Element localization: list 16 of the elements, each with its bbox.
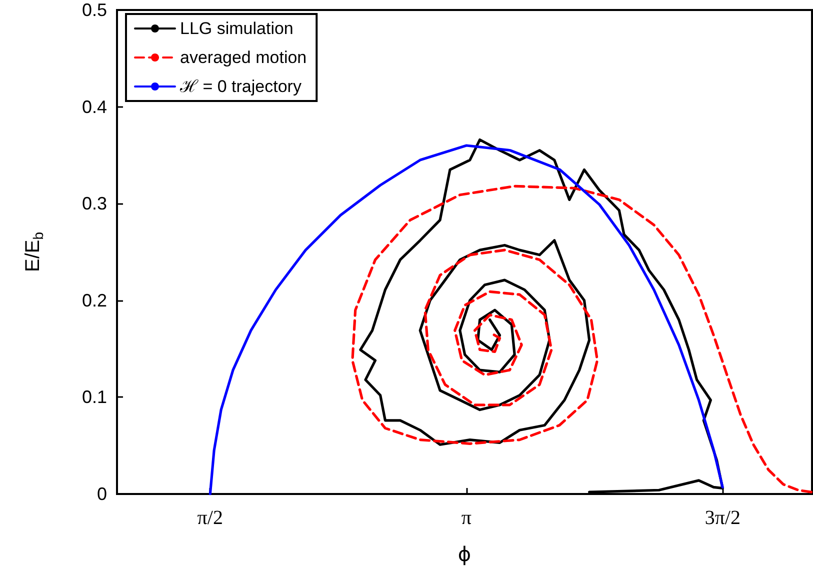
- x-tick-label: π: [461, 507, 472, 529]
- x-tick-label: π/2: [197, 507, 223, 529]
- y-tick-label: 0: [96, 484, 107, 504]
- y-tick-label: 0.5: [82, 0, 107, 20]
- x-tick-label: 3π/2: [704, 507, 740, 529]
- legend-label: averaged motion: [180, 48, 307, 67]
- x-axis-title: ϕ: [458, 542, 472, 566]
- y-tick-label: 0.3: [82, 194, 107, 214]
- y-tick-label: 0.4: [82, 96, 107, 117]
- legend-label: ℋ = 0 trajectory: [179, 77, 302, 96]
- line-series: [351, 184, 812, 494]
- y-tick-label: 0.1: [82, 387, 107, 408]
- y-tick-label: 0.2: [82, 290, 107, 310]
- y-axis-title: E/Eb: [22, 232, 46, 272]
- line-series: [208, 144, 724, 496]
- legend-label: LLG simulation: [180, 19, 294, 38]
